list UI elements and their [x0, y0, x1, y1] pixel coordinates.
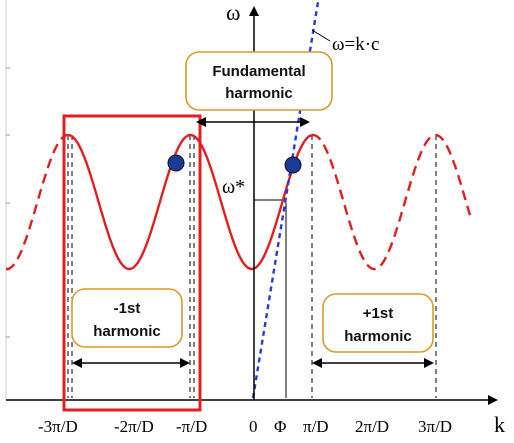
- fundamental-harmonic-label: Fundamental harmonic: [185, 51, 333, 111]
- x-tick-label: 3π/D: [418, 417, 452, 436]
- intersection-point-left: [167, 154, 185, 172]
- minus-first-harmonic-box: [62, 114, 202, 412]
- dispersion-curve: [6, 133, 472, 271]
- label-line-2: harmonic: [344, 328, 412, 345]
- label-line-1: Fundamental: [212, 63, 305, 80]
- x-tick-label: -3π/D: [38, 417, 78, 436]
- curve-dashed-right: [311, 133, 472, 271]
- intersection-point-right: [284, 156, 302, 174]
- label-line-1: -1st: [114, 300, 141, 317]
- x-tick-label: Φ: [274, 417, 286, 436]
- label-box: [322, 293, 434, 353]
- x-tick-labels: -3π/D -2π/D -π/D 0 Φ π/D 2π/D 3π/D: [38, 417, 452, 436]
- k-axis-label: k: [494, 412, 505, 437]
- x-tick-label: -2π/D: [114, 417, 154, 436]
- curve-dashed-left: [6, 133, 69, 271]
- label-box: [185, 51, 333, 111]
- light-line-leader: [311, 29, 331, 42]
- x-tick-label: 2π/D: [355, 417, 389, 436]
- minus-first-harmonic-label: -1st harmonic: [71, 288, 183, 348]
- label-line-2: harmonic: [225, 85, 293, 102]
- x-tick-label: π/D: [303, 417, 329, 436]
- omega-star-label: ω*: [222, 176, 245, 198]
- label-box: [71, 288, 183, 348]
- label-line-2: harmonic: [93, 323, 161, 340]
- curve-solid-middle: [67, 133, 313, 271]
- light-line-label: ω=k·c: [332, 34, 379, 55]
- x-tick-label: 0: [249, 417, 258, 436]
- plus-first-harmonic-label: +1st harmonic: [322, 293, 434, 353]
- x-tick-label: -π/D: [176, 417, 207, 436]
- omega-axis-label: ω: [226, 0, 240, 25]
- label-line-1: +1st: [363, 305, 393, 322]
